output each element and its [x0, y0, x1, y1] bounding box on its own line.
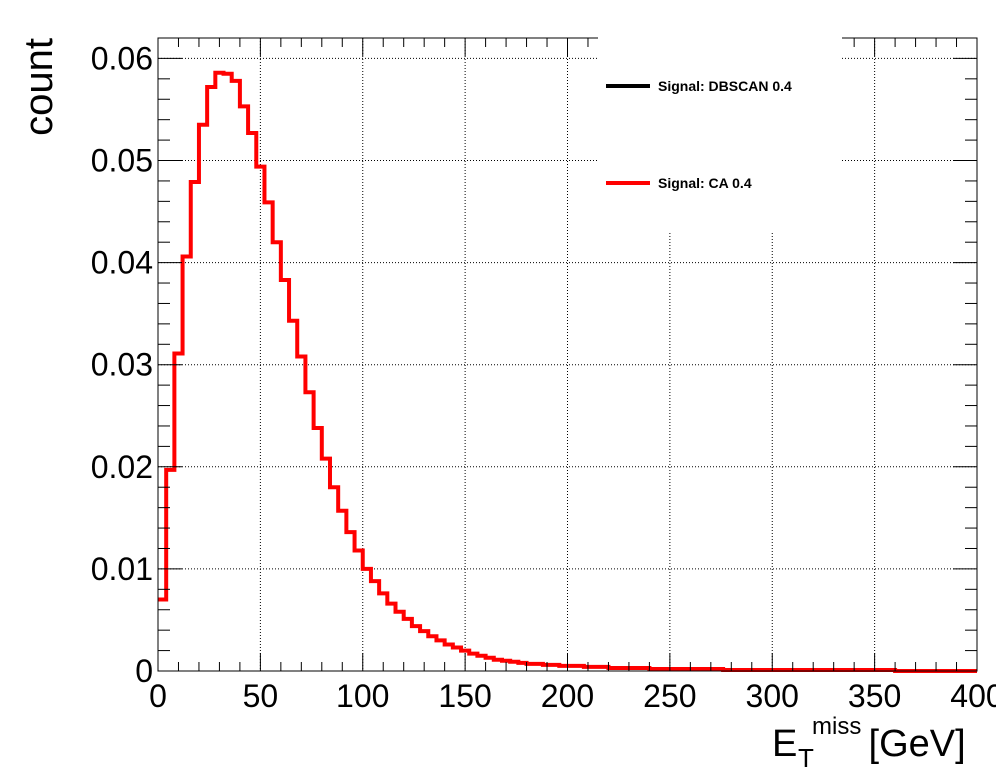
y-tick-label-4: 0.04 [91, 245, 153, 281]
x-tick-label-7: 350 [848, 678, 901, 714]
tick-labels: 0 50 100 150 200 250 300 350 400 0 0.01 0.02 0.03 0.0… [91, 40, 996, 714]
x-tick-label-1: 50 [243, 678, 279, 714]
legend-label-dbscan: Signal: DBSCAN 0.4 [658, 78, 792, 94]
axes [157, 37, 978, 672]
x-axis-label-main: E [772, 723, 797, 765]
x-tick-label-6: 300 [746, 678, 799, 714]
y-tick-label-5: 0.05 [91, 143, 153, 179]
x-tick-label-2: 100 [336, 678, 389, 714]
y-axis-label: count [17, 38, 61, 136]
series-layer [158, 70, 977, 673]
series-line-1 [158, 70, 977, 673]
y-tick-label-6: 0.06 [91, 40, 153, 76]
x-tick-label-5: 250 [643, 678, 696, 714]
x-axis-label-sup: miss [812, 713, 861, 740]
x-axis-label-sub: T [798, 743, 814, 772]
y-tick-label-1: 0.01 [91, 551, 153, 587]
x-tick-label-4: 200 [541, 678, 594, 714]
x-axis-label: E T miss [GeV] [772, 713, 966, 772]
y-tick-label-2: 0.02 [91, 449, 153, 485]
x-tick-label-8: 400 [950, 678, 996, 714]
legend-label-ca: Signal: CA 0.4 [658, 175, 752, 191]
y-tick-label-3: 0.03 [91, 347, 153, 383]
x-axis-label-unit: [GeV] [858, 723, 966, 765]
y-tick-label-0: 0 [135, 653, 153, 689]
legend: Signal: DBSCAN 0.4 Signal: CA 0.4 [598, 36, 842, 232]
x-tick-label-3: 150 [438, 678, 491, 714]
x-tick-label-0: 0 [149, 678, 167, 714]
legend-box [598, 36, 842, 232]
